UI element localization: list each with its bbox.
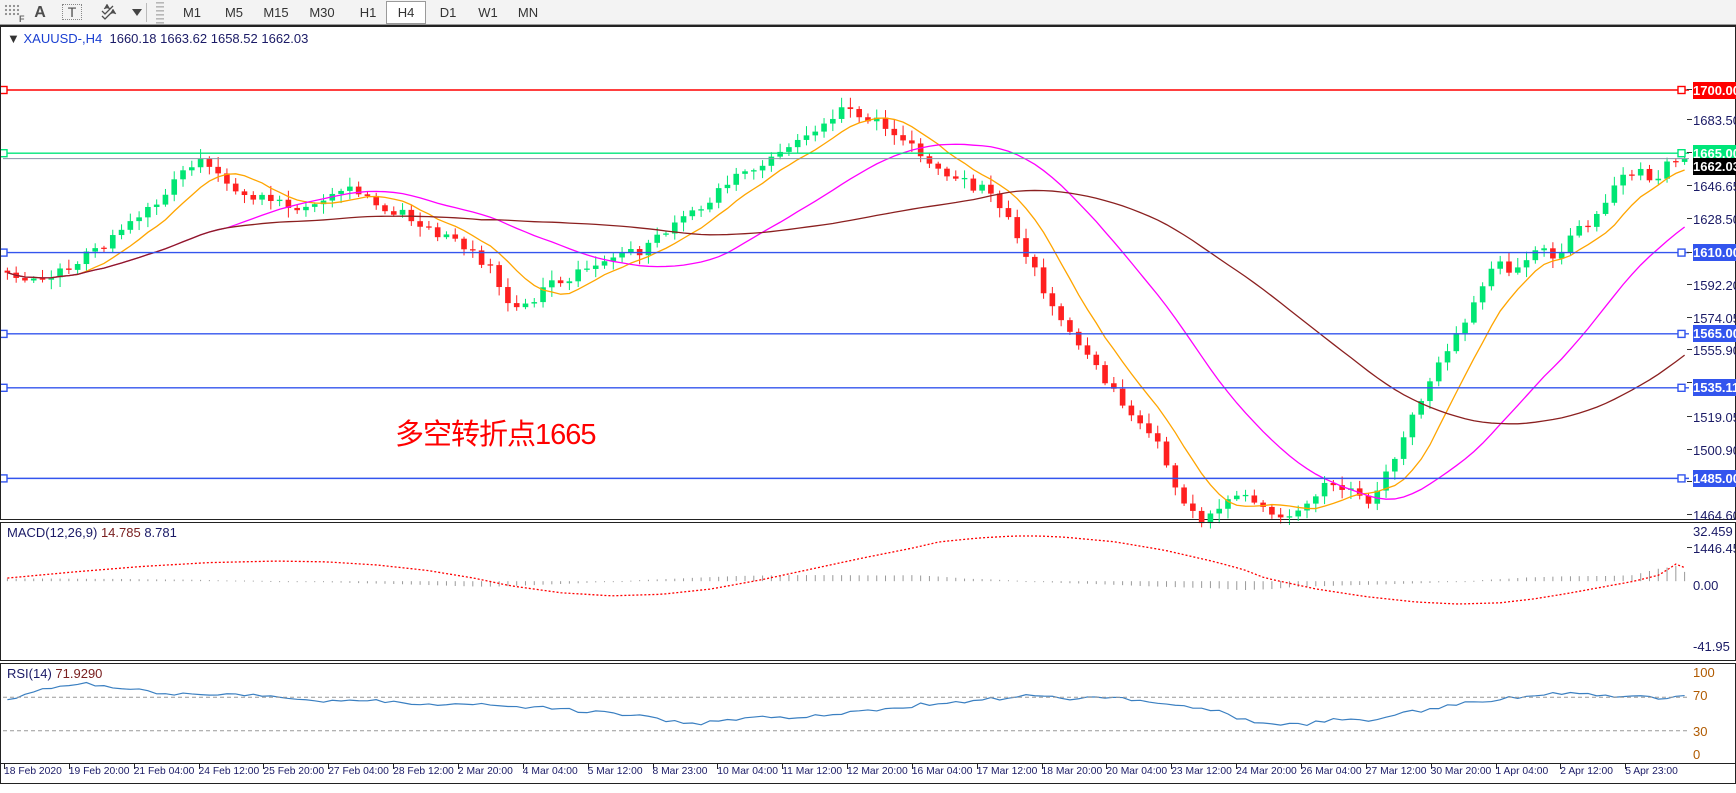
svg-text:F: F	[19, 14, 25, 24]
